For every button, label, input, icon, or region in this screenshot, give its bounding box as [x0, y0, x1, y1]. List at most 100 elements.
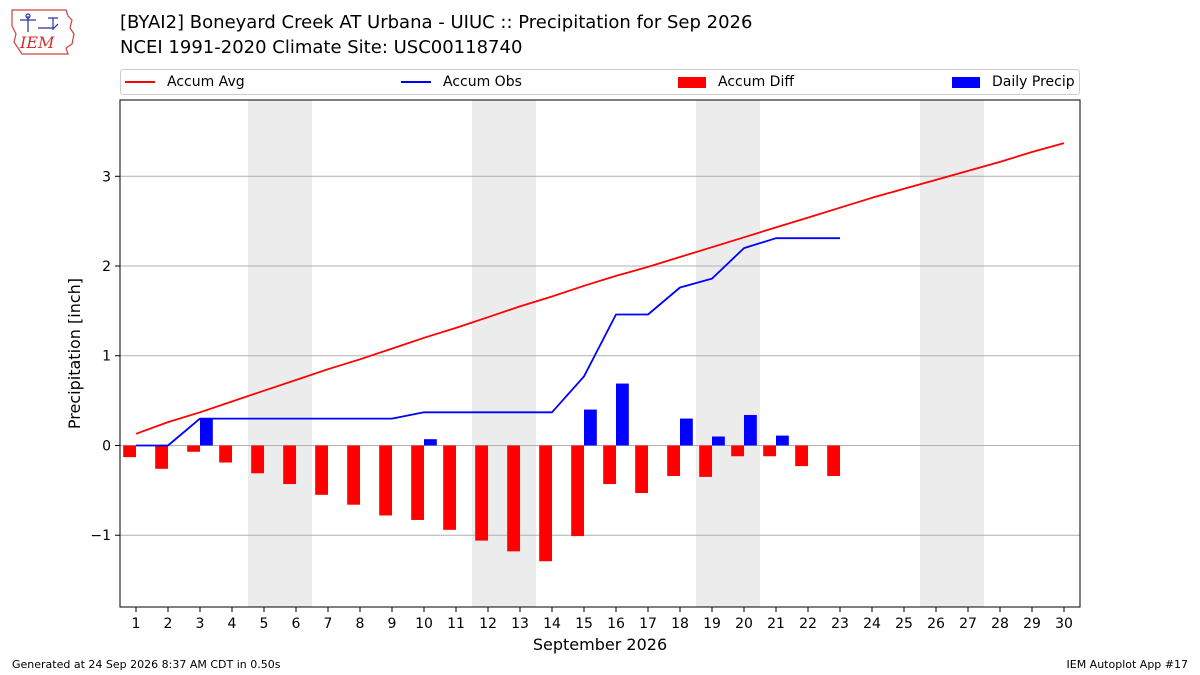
- legend-item-accum-diff: Accum Diff: [678, 70, 794, 94]
- x-tick-label: 29: [1023, 616, 1041, 632]
- bar-daily-precip: [200, 418, 213, 446]
- legend: Accum Avg Accum Obs Accum Diff Daily Pre…: [120, 69, 1080, 95]
- x-tick-label: 7: [324, 616, 333, 632]
- bar-daily-precip: [424, 439, 437, 446]
- legend-item-daily-precip: Daily Precip: [952, 70, 1075, 94]
- bar-accum-diff: [443, 445, 456, 530]
- legend-label-accum-diff: Accum Diff: [718, 74, 795, 90]
- bar-accum-diff: [219, 445, 232, 463]
- x-tick-label: 10: [415, 616, 433, 632]
- weekend-band-0: [248, 100, 312, 607]
- bar-accum-diff: [411, 445, 424, 520]
- line-accum-avg: [135, 142, 1065, 435]
- chart-title: [BYAI2] Boneyard Creek AT Urbana - UIUC …: [120, 12, 753, 33]
- x-tick-label: 16: [607, 616, 625, 632]
- x-axis-label: September 2026: [533, 635, 667, 654]
- bar-accum-diff: [507, 445, 520, 552]
- x-tick-label: 3: [196, 616, 205, 632]
- gridlines: [120, 175, 1080, 536]
- bar-accum-diff: [475, 445, 488, 541]
- legend-swatch-accum-obs: [401, 81, 431, 83]
- iem-logo: IEM: [11, 9, 75, 55]
- y-tick-label: 2: [102, 259, 111, 275]
- x-tick-label: 23: [831, 616, 849, 632]
- legend-label-accum-avg: Accum Avg: [167, 74, 245, 90]
- bar-daily-precip: [744, 414, 757, 446]
- bar-accum-diff: [315, 445, 328, 495]
- y-tick-label: 0: [102, 438, 111, 454]
- x-tick-label: 12: [479, 616, 497, 632]
- x-tick-label: 4: [228, 616, 237, 632]
- bar-accum-diff: [251, 445, 264, 474]
- x-tick-label: 30: [1055, 616, 1073, 632]
- weekend-band-1: [472, 100, 536, 607]
- bar-accum-diff: [699, 445, 712, 477]
- bar-daily-precip: [584, 409, 597, 446]
- y-tick-label: 3: [102, 169, 111, 185]
- bar-accum-diff: [187, 445, 200, 452]
- bar-accum-diff: [827, 445, 840, 476]
- footer-generated: Generated at 24 Sep 2026 8:37 AM CDT in …: [12, 658, 281, 671]
- bar-accum-diff: [155, 445, 168, 469]
- bar-accum-diff: [283, 445, 296, 485]
- x-tick-label: 26: [927, 616, 945, 632]
- x-tick-label: 18: [671, 616, 689, 632]
- bar-accum-diff: [123, 445, 136, 458]
- x-tick-label: 6: [292, 616, 301, 632]
- x-tick-label: 14: [543, 616, 561, 632]
- series-lines: [135, 142, 1065, 447]
- legend-swatch-daily-precip: [952, 76, 980, 88]
- x-tick-label: 15: [575, 616, 593, 632]
- bar-daily-precip: [712, 436, 725, 446]
- x-tick-label: 2: [164, 616, 173, 632]
- x-tick-label: 1: [132, 616, 141, 632]
- bar-accum-diff: [731, 445, 744, 457]
- bar-accum-diff: [347, 445, 360, 505]
- weekend-band-2: [696, 100, 760, 607]
- bar-accum-diff: [571, 445, 584, 537]
- x-tick-label: 9: [388, 616, 397, 632]
- x-tick-label: 5: [260, 616, 269, 632]
- y-tick-label: −1: [90, 528, 111, 544]
- weekend-band-3: [920, 100, 984, 607]
- bar-accum-diff: [379, 445, 392, 516]
- x-tick-label: 17: [639, 616, 657, 632]
- bar-daily-precip: [616, 383, 629, 446]
- legend-item-accum-obs: Accum Obs: [401, 70, 522, 94]
- legend-swatch-accum-diff: [678, 76, 706, 88]
- x-tick-label: 19: [703, 616, 721, 632]
- x-tick-label: 11: [447, 616, 465, 632]
- legend-swatch-accum-avg: [125, 81, 155, 83]
- bar-accum-diff: [539, 445, 552, 562]
- x-tick-label: 21: [767, 616, 785, 632]
- y-tick-label: 1: [102, 349, 111, 365]
- line-accum-obs: [136, 237, 840, 447]
- bar-daily-precip: [680, 418, 693, 446]
- x-tick-label: 8: [356, 616, 365, 632]
- y-axis-label: Precipitation [inch]: [65, 278, 84, 429]
- bar-accum-diff: [635, 445, 648, 494]
- footer-app: IEM Autoplot App #17: [1066, 658, 1189, 671]
- bar-accum-diff: [603, 445, 616, 485]
- chart-subtitle: NCEI 1991-2020 Climate Site: USC00118740: [120, 37, 523, 58]
- bar-daily-precip: [776, 435, 789, 446]
- plot-frame: [119, 99, 1081, 608]
- x-tick-label: 20: [735, 616, 753, 632]
- x-tick-label: 28: [991, 616, 1009, 632]
- bar-accum-diff: [795, 445, 808, 467]
- weekend-shading: [248, 100, 984, 607]
- logo-text: IEM: [19, 33, 55, 52]
- legend-item-accum-avg: Accum Avg: [125, 70, 245, 94]
- bars: [123, 383, 840, 562]
- bar-accum-diff: [763, 445, 776, 457]
- x-tick-label: 24: [863, 616, 881, 632]
- legend-label-daily-precip: Daily Precip: [992, 74, 1075, 90]
- legend-label-accum-obs: Accum Obs: [443, 74, 522, 90]
- bar-accum-diff: [667, 445, 680, 476]
- x-tick-label: 25: [895, 616, 913, 632]
- x-tick-label: 27: [959, 616, 977, 632]
- x-tick-label: 13: [511, 616, 529, 632]
- x-tick-label: 22: [799, 616, 817, 632]
